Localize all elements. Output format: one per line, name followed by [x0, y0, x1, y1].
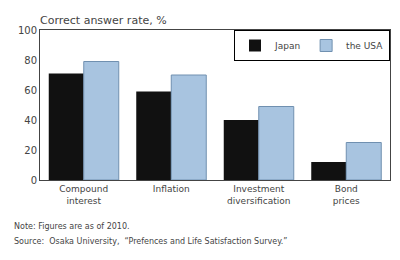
svg-text:80: 80: [24, 55, 37, 66]
svg-text:100: 100: [18, 25, 37, 36]
svg-text:20: 20: [24, 145, 37, 156]
svg-text:Compoundinterest: Compoundinterest: [59, 184, 108, 206]
svg-text:Inflation: Inflation: [153, 184, 190, 194]
svg-text:Investmentdiversification: Investmentdiversification: [227, 184, 290, 206]
svg-text:Source: Osaka University, “P: Source: Osaka University, “Prefences and…: [14, 237, 287, 246]
svg-text:the USA: the USA: [346, 41, 383, 51]
svg-text:60: 60: [24, 85, 37, 96]
svg-text:Correct answer rate, %: Correct answer rate, %: [40, 14, 167, 27]
svg-text:Japan: Japan: [274, 41, 300, 51]
svg-text:0: 0: [31, 175, 37, 186]
svg-text:40: 40: [24, 115, 37, 126]
svg-text:Note: Figures are as of 2010.: Note: Figures are as of 2010.: [14, 222, 130, 231]
svg-text:Bondprices: Bondprices: [333, 184, 360, 206]
